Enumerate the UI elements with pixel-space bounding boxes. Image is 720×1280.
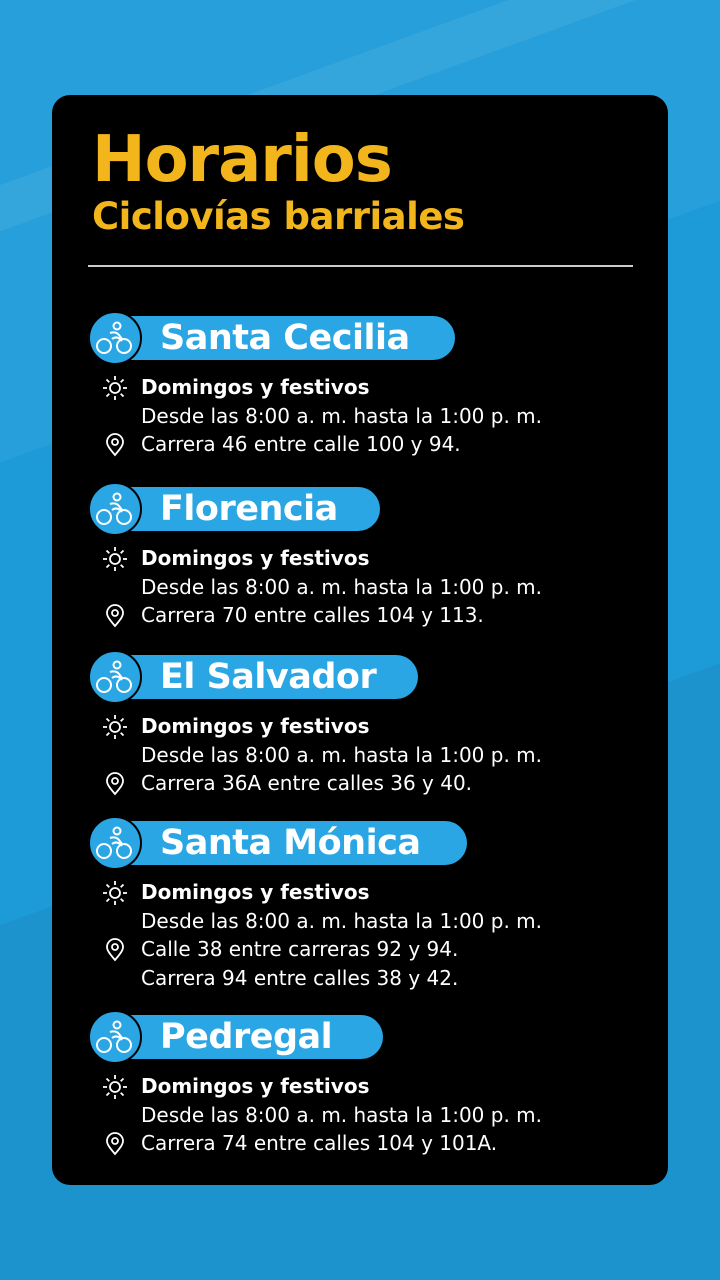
schedule-hours: Desde las 8:00 a. m. hasta la 1:00 p. m. [141,403,543,428]
section-2: El Salvador Domingos y festivos Desde la… [88,650,543,798]
location-pill: Santa Cecilia [88,311,455,365]
page-title: Horarios [92,123,393,197]
divider [88,265,633,267]
location-name: Pedregal [160,1017,333,1057]
schedule-days: Domingos y festivos [141,714,370,738]
cyclist-icon [88,1010,142,1064]
schedule-days: Domingos y festivos [141,880,370,904]
section-3: Santa Mónica Domingos y festivos Desde l… [88,816,543,992]
section-4: Pedregal Domingos y festivos Desde las 8… [88,1010,543,1158]
location-pill: Florencia [88,482,380,536]
address: Carrera 46 entre calle 100 y 94. [141,432,461,456]
location-name: El Salvador [160,657,377,697]
schedule-days: Domingos y festivos [141,1074,370,1098]
sun-icon [102,546,128,572]
page-subtitle: Ciclovías barriales [92,195,465,238]
location-pin-icon [102,771,128,797]
schedule-hours: Desde las 8:00 a. m. hasta la 1:00 p. m. [141,742,543,767]
schedule-hours: Desde las 8:00 a. m. hasta la 1:00 p. m. [141,574,543,599]
location-name: Santa Cecilia [160,318,410,358]
section-0: Santa Cecilia Domingos y festivos Desde … [88,311,543,459]
address: Calle 38 entre carreras 92 y 94. [141,937,459,961]
schedule-hours: Desde las 8:00 a. m. hasta la 1:00 p. m. [141,1102,543,1127]
sun-icon [102,1074,128,1100]
location-name: Santa Mónica [160,823,421,863]
sun-icon [102,880,128,906]
location-pill: El Salvador [88,650,418,704]
address: Carrera 94 entre calles 38 y 42. [141,965,459,990]
cyclist-icon [88,650,142,704]
address: Carrera 74 entre calles 104 y 101A. [141,1131,498,1155]
address: Carrera 36A entre calles 36 y 40. [141,771,473,795]
cyclist-icon [88,311,142,365]
schedule-days: Domingos y festivos [141,375,370,399]
location-pin-icon [102,1131,128,1157]
location-pin-icon [102,432,128,458]
schedule-hours: Desde las 8:00 a. m. hasta la 1:00 p. m. [141,908,543,933]
schedule-card: Horarios Ciclovías barriales Santa Cecil… [52,95,668,1185]
cyclist-icon [88,482,142,536]
location-pin-icon [102,603,128,629]
section-1: Florencia Domingos y festivos Desde las … [88,482,543,630]
location-pill: Pedregal [88,1010,383,1064]
location-pin-icon [102,937,128,963]
location-pill: Santa Mónica [88,816,467,870]
schedule-days: Domingos y festivos [141,546,370,570]
sun-icon [102,375,128,401]
address: Carrera 70 entre calles 104 y 113. [141,603,484,627]
location-name: Florencia [160,489,338,529]
sun-icon [102,714,128,740]
cyclist-icon [88,816,142,870]
